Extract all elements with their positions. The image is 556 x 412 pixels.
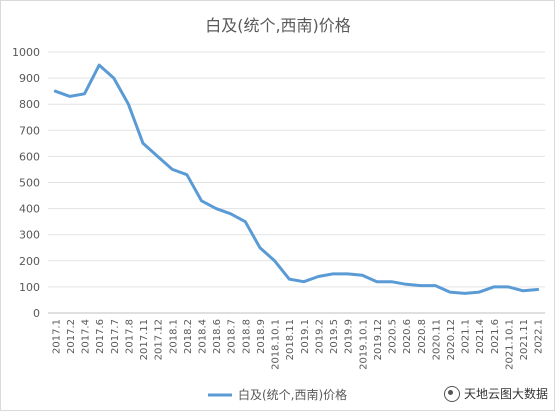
data-point <box>113 77 115 79</box>
x-tick-label: 2019.10.1 <box>358 319 369 370</box>
data-point <box>537 289 539 291</box>
data-point <box>347 273 349 275</box>
watermark-text: 天地云图大数据 <box>463 387 548 401</box>
x-tick-label: 2017.1 <box>51 319 62 354</box>
data-point <box>157 155 159 157</box>
x-tick-label: 2019.12 <box>373 319 384 360</box>
data-point <box>200 200 202 202</box>
x-tick-label: 2017.8 <box>124 319 135 354</box>
y-tick-label: 900 <box>19 72 40 85</box>
x-tick-label: 2018.7 <box>227 319 238 354</box>
data-point <box>142 142 144 144</box>
wechat-icon <box>443 385 460 402</box>
data-point <box>259 247 261 249</box>
data-point <box>464 292 466 294</box>
x-tick-label: 2021.10.1 <box>504 319 515 370</box>
data-point <box>361 274 363 276</box>
x-tick-label: 2021.6 <box>490 319 501 354</box>
data-point <box>171 168 173 170</box>
x-tick-label: 2018.2 <box>183 319 194 354</box>
x-tick-label: 2017.7 <box>110 319 121 354</box>
data-point <box>522 290 524 292</box>
x-tick-label: 2021.11 <box>519 319 530 360</box>
x-tick-label: 2018.6 <box>212 319 223 354</box>
data-point <box>405 283 407 285</box>
x-tick-label: 2017.12 <box>154 319 165 360</box>
y-axis: 0 100 200 300 400 500 600 700 800 900 1000 <box>12 46 40 320</box>
x-tick-label: 2017.4 <box>81 319 92 354</box>
x-tick-label: 2022.1 <box>534 319 545 354</box>
data-point <box>434 285 436 287</box>
x-tick-label: 2020.8 <box>417 319 428 354</box>
series-line <box>53 63 540 295</box>
x-tick-label: 2019.9 <box>344 319 355 354</box>
x-tick-label: 2017.6 <box>95 319 106 354</box>
data-point <box>288 278 290 280</box>
data-point <box>391 281 393 283</box>
y-tick-label: 100 <box>19 281 40 294</box>
data-point <box>317 275 319 277</box>
y-tick-label: 600 <box>19 150 40 163</box>
x-tick-label: 2019.5 <box>329 319 340 354</box>
data-point <box>215 208 217 210</box>
data-point <box>332 273 334 275</box>
chart-title: 白及(统个,西南)价格 <box>205 16 351 35</box>
y-tick-label: 300 <box>19 229 40 242</box>
data-point <box>449 291 451 293</box>
data-point <box>507 286 509 288</box>
x-tick-label: 2018.10.1 <box>271 319 282 370</box>
x-tick-label: 2017.2 <box>66 319 77 354</box>
x-tick-label: 2019.2 <box>314 319 325 354</box>
x-tick-label: 2020.6 <box>402 319 413 354</box>
x-tick-label: 2018.11 <box>285 319 296 360</box>
x-tick-label: 2018.8 <box>241 319 252 354</box>
x-tick-label: 2021.4 <box>475 319 486 354</box>
y-tick-label: 800 <box>19 98 40 111</box>
data-point <box>478 291 480 293</box>
x-tick-label: 2018.9 <box>256 319 267 354</box>
data-point <box>230 213 232 215</box>
data-point <box>54 90 56 92</box>
y-tick-label: 700 <box>19 124 40 137</box>
data-point <box>84 93 86 95</box>
x-tick-label: 2021.1 <box>461 319 472 354</box>
watermark: 天地云图大数据 <box>443 385 548 402</box>
x-tick-label: 2018.1 <box>168 319 179 354</box>
x-axis: 2017.1 2017.2 2017.4 2017.6 2017.7 2017.8 2017… <box>51 319 544 370</box>
data-point <box>493 286 495 288</box>
legend: 白及(统个,西南)价格 <box>208 387 347 402</box>
x-tick-label: 2018.4 <box>197 319 208 354</box>
grid-lines <box>48 51 545 314</box>
y-tick-label: 500 <box>19 177 40 190</box>
data-point <box>98 64 100 66</box>
x-tick-label: 2020.11 <box>431 319 442 360</box>
x-tick-label: 2020.12 <box>446 319 457 360</box>
x-tick-label: 2019.1 <box>300 319 311 354</box>
data-point <box>420 285 422 287</box>
data-point <box>186 174 188 176</box>
data-point <box>274 260 276 262</box>
x-tick-label: 2017.11 <box>139 319 150 360</box>
legend-label: 白及(统个,西南)价格 <box>238 387 347 402</box>
data-point <box>69 95 71 97</box>
y-tick-label: 400 <box>19 203 40 216</box>
y-tick-label: 1000 <box>12 46 40 59</box>
data-point <box>303 281 305 283</box>
data-point <box>376 281 378 283</box>
y-tick-label: 200 <box>19 255 40 268</box>
y-tick-label: 0 <box>33 307 40 320</box>
data-point <box>244 221 246 223</box>
series-layer <box>53 63 540 295</box>
x-tick-label: 2020.5 <box>388 319 399 354</box>
data-point <box>127 103 129 105</box>
